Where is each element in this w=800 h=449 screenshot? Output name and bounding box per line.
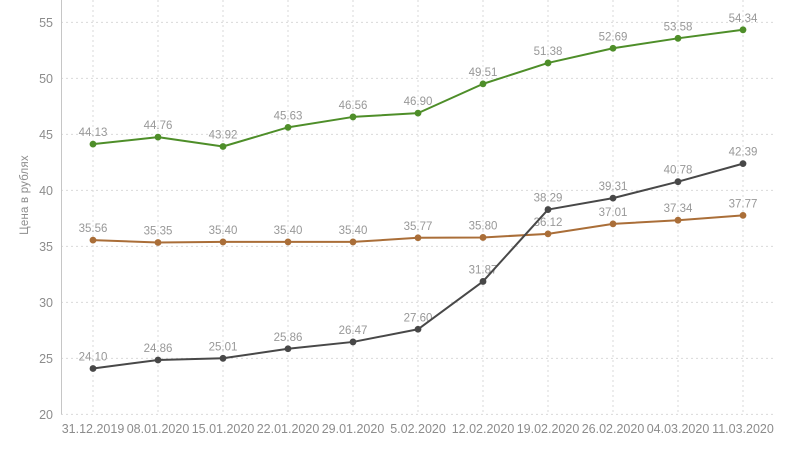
y-tick-label: 40 xyxy=(39,184,53,198)
data-point-marker-dark[interactable] xyxy=(479,278,487,285)
x-tick-label: 11.03.2020 xyxy=(712,422,774,436)
data-point-label-orange: 35.77 xyxy=(404,221,433,233)
data-point-label-dark: 27.60 xyxy=(404,312,433,324)
data-point-marker-orange[interactable] xyxy=(284,238,292,246)
y-tick-label: 30 xyxy=(39,296,53,310)
data-point-label-orange: 35.40 xyxy=(339,225,368,237)
data-point-label-dark: 40.78 xyxy=(664,165,693,177)
data-point-marker-orange[interactable] xyxy=(89,236,97,244)
x-tick-label: 15.01.2020 xyxy=(192,422,255,436)
data-point-label-orange: 35.40 xyxy=(209,225,238,237)
data-point-label-dark: 42.39 xyxy=(729,147,758,159)
y-axis-title: Цена в рублях xyxy=(19,155,31,235)
y-tick-label: 45 xyxy=(39,128,53,142)
data-point-marker-green[interactable] xyxy=(349,113,357,121)
data-point-marker-dark[interactable] xyxy=(609,194,617,202)
data-point-marker-dark[interactable] xyxy=(154,356,162,364)
data-point-marker-dark[interactable] xyxy=(219,354,227,362)
data-point-marker-orange[interactable] xyxy=(414,234,422,242)
data-point-label-orange: 37.01 xyxy=(599,207,628,219)
data-point-label-dark: 26.47 xyxy=(339,325,368,337)
x-tick-label: 04.03.2020 xyxy=(647,422,710,436)
data-point-label-green: 54.34 xyxy=(729,13,758,25)
data-point-label-orange: 35.40 xyxy=(274,225,303,237)
series-line-green xyxy=(92,28,744,148)
data-point-marker-orange[interactable] xyxy=(609,220,617,228)
data-point-label-green: 45.63 xyxy=(274,110,303,122)
data-point-marker-orange[interactable] xyxy=(219,238,227,246)
data-point-label-green: 52.69 xyxy=(599,31,628,43)
data-point-label-dark: 25.86 xyxy=(274,332,303,344)
data-point-marker-dark[interactable] xyxy=(544,206,552,213)
data-point-marker-dark[interactable] xyxy=(89,365,97,372)
data-point-label-dark: 24.10 xyxy=(79,351,108,363)
data-point-marker-orange[interactable] xyxy=(544,230,552,238)
data-point-label-green: 43.92 xyxy=(209,129,238,141)
data-point-marker-green[interactable] xyxy=(739,26,747,34)
data-point-marker-orange[interactable] xyxy=(479,234,487,241)
data-point-label-dark: 24.86 xyxy=(144,343,173,355)
data-point-label-orange: 35.80 xyxy=(469,220,498,232)
data-point-label-green: 46.90 xyxy=(404,96,433,108)
y-tick-label: 25 xyxy=(39,352,53,366)
x-tick-label: 22.01.2020 xyxy=(257,422,320,436)
data-point-label-green: 44.13 xyxy=(79,127,108,139)
data-point-marker-dark[interactable] xyxy=(414,325,422,333)
data-point-marker-green[interactable] xyxy=(479,80,487,88)
data-point-label-green: 49.51 xyxy=(469,67,498,79)
data-point-label-green: 44.76 xyxy=(144,120,173,132)
data-point-label-green: 51.38 xyxy=(534,46,563,58)
data-point-marker-orange[interactable] xyxy=(349,238,357,246)
data-point-marker-orange[interactable] xyxy=(154,239,162,246)
data-point-label-green: 46.56 xyxy=(339,100,368,112)
data-point-label-orange: 36.12 xyxy=(534,217,563,229)
data-point-label-dark: 25.01 xyxy=(209,341,238,353)
data-point-label-orange: 35.56 xyxy=(79,223,108,235)
data-point-marker-green[interactable] xyxy=(284,123,292,131)
y-tick-label: 55 xyxy=(39,16,53,30)
data-point-marker-dark[interactable] xyxy=(349,338,357,346)
x-tick-label: 12.02.2020 xyxy=(452,422,515,436)
y-tick-label: 35 xyxy=(39,240,53,254)
x-tick-label: 19.02.2020 xyxy=(517,422,580,436)
data-point-marker-green[interactable] xyxy=(414,109,422,117)
data-point-marker-dark[interactable] xyxy=(674,178,682,186)
y-tick-label: 50 xyxy=(39,72,53,86)
data-point-marker-green[interactable] xyxy=(89,140,97,148)
data-point-label-green: 53.58 xyxy=(664,21,693,33)
data-point-label-orange: 37.77 xyxy=(729,198,758,210)
data-point-label-orange: 37.34 xyxy=(664,203,693,215)
data-point-marker-green[interactable] xyxy=(544,59,552,67)
x-tick-label: 5.02.2020 xyxy=(390,422,446,436)
data-point-marker-green[interactable] xyxy=(154,133,162,141)
x-tick-label: 29.01.2020 xyxy=(322,422,385,436)
data-point-marker-dark[interactable] xyxy=(739,160,747,168)
data-point-marker-orange[interactable] xyxy=(739,211,747,219)
x-tick-label: 31.12.2019 xyxy=(62,422,125,436)
data-point-marker-dark[interactable] xyxy=(284,345,292,353)
data-point-marker-green[interactable] xyxy=(609,44,617,52)
x-tick-label: 26.02.2020 xyxy=(582,422,645,436)
y-tick-label: 20 xyxy=(39,408,53,422)
data-point-label-dark: 38.29 xyxy=(534,193,563,205)
data-point-marker-green[interactable] xyxy=(219,143,227,150)
data-point-marker-orange[interactable] xyxy=(674,216,682,224)
data-point-label-orange: 35.35 xyxy=(144,225,173,237)
data-point-marker-green[interactable] xyxy=(674,34,682,42)
data-point-label-dark: 39.31 xyxy=(599,181,628,193)
x-tick-label: 08.01.2020 xyxy=(127,422,190,436)
